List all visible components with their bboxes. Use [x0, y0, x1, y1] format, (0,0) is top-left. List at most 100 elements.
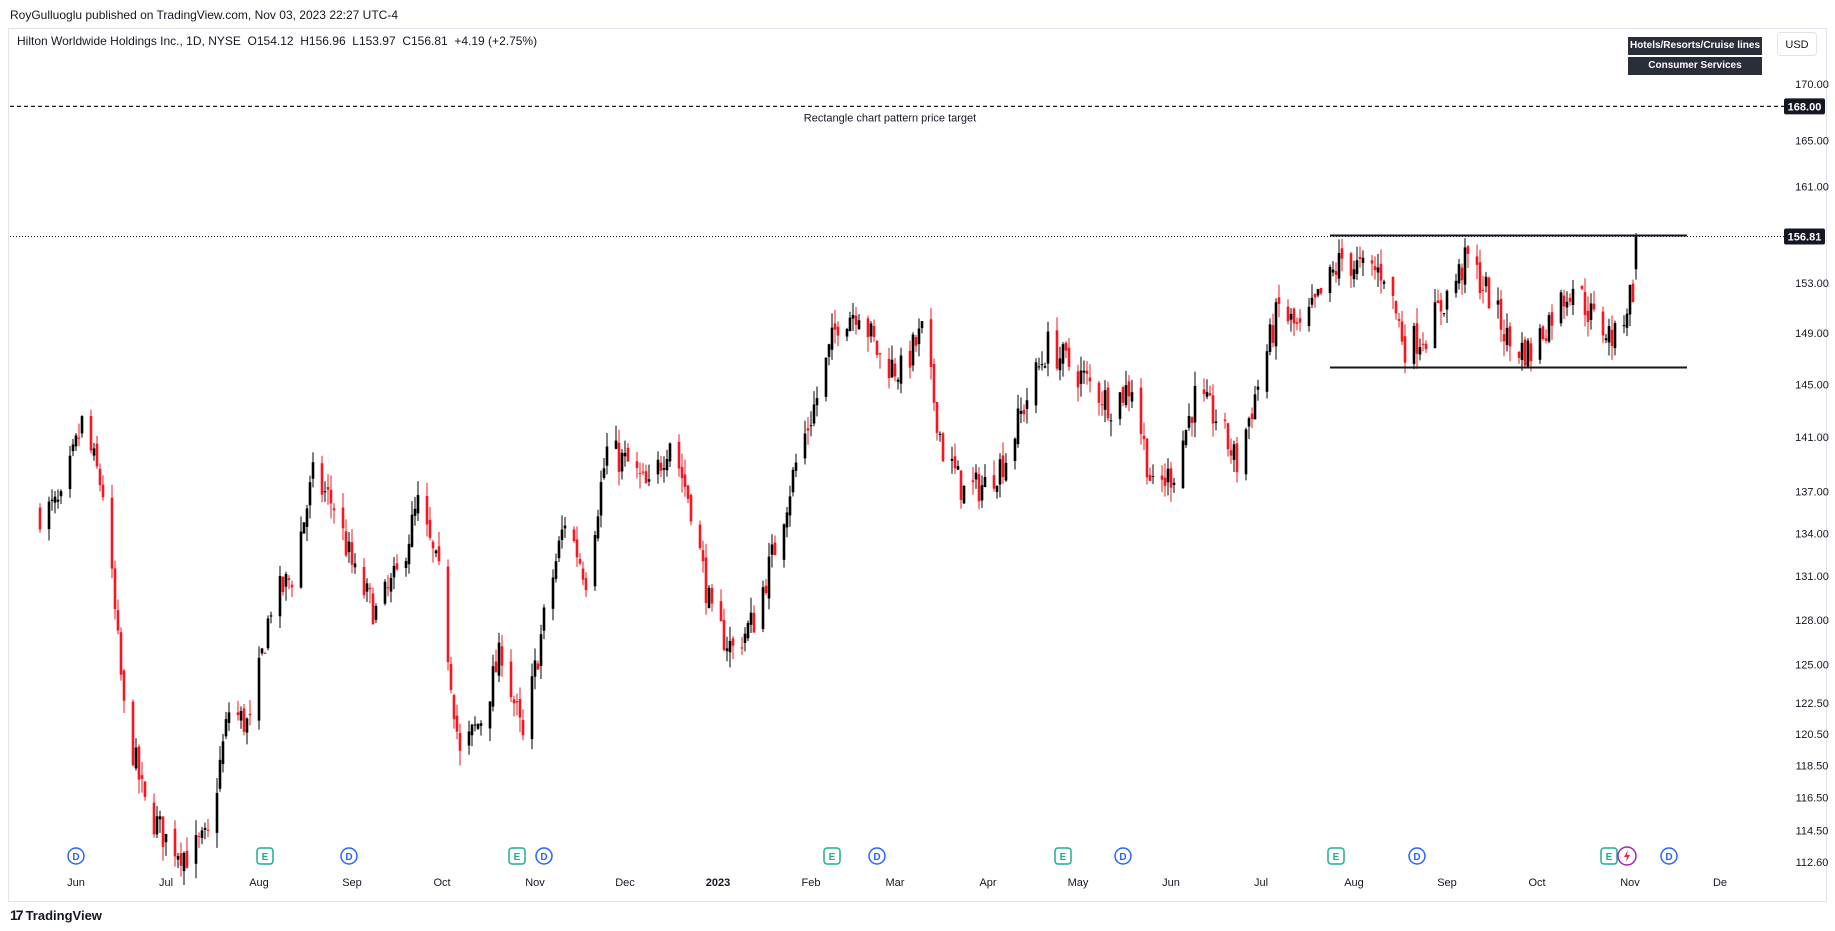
currency-selector[interactable]: USD: [1777, 32, 1817, 56]
candle-body: [1244, 429, 1248, 475]
candle: [470, 723, 474, 747]
candle-body: [1142, 435, 1146, 440]
candle-body: [1484, 276, 1488, 287]
candle: [836, 321, 840, 347]
candle: [239, 706, 243, 729]
candle: [614, 425, 618, 450]
candle: [1268, 318, 1272, 356]
candle: [374, 603, 378, 624]
candle-body: [1571, 288, 1575, 305]
candle-body: [1523, 339, 1527, 366]
candle: [560, 515, 564, 549]
candle-body: [743, 633, 747, 643]
candle: [1232, 440, 1236, 472]
candle-body: [332, 508, 336, 511]
candle: [392, 557, 396, 590]
candle-body: [1370, 260, 1374, 264]
candle: [236, 700, 240, 721]
candle: [770, 534, 774, 568]
dividend-icon-glyph: D: [540, 852, 547, 863]
candle: [1202, 378, 1206, 402]
candle: [935, 401, 939, 441]
candle: [647, 464, 651, 487]
candle-body: [449, 664, 453, 690]
candle: [1160, 465, 1164, 493]
candle-body: [686, 485, 690, 499]
candle: [1571, 279, 1575, 316]
candle: [581, 561, 585, 586]
candle: [794, 453, 798, 477]
candle-body: [917, 328, 921, 345]
sector-badge[interactable]: Consumer Services: [1628, 57, 1762, 75]
candle-body: [404, 561, 408, 569]
candle-body: [137, 746, 141, 780]
candle: [119, 627, 123, 681]
candle-body: [344, 531, 348, 556]
candle: [1151, 464, 1155, 485]
candle-body: [1313, 294, 1317, 298]
candle: [365, 578, 369, 602]
candle-body: [662, 468, 666, 470]
candle: [425, 482, 429, 537]
candle-body: [812, 404, 816, 424]
y-tick-label: 141.00: [1795, 432, 1829, 444]
candle: [1100, 391, 1104, 416]
candle-body: [1526, 340, 1530, 367]
candle: [1145, 438, 1149, 485]
candle: [1109, 413, 1113, 437]
candle: [1391, 276, 1395, 309]
dividend-icon-frame: [340, 847, 358, 865]
tradingview-logo[interactable]: 17 TradingView: [10, 907, 102, 923]
candle-body: [911, 334, 915, 366]
candle-body: [215, 792, 219, 833]
candle: [977, 467, 981, 510]
candle-body: [173, 828, 177, 857]
industry-badge[interactable]: Hotels/Resorts/Cruise lines: [1628, 37, 1762, 55]
candle: [389, 572, 393, 603]
candle-body: [383, 581, 387, 604]
candle-body: [452, 695, 456, 720]
candle: [683, 459, 687, 497]
candle: [1583, 278, 1587, 327]
candle: [428, 506, 432, 541]
candle: [332, 503, 336, 524]
candle-body: [1319, 288, 1323, 294]
candle: [851, 302, 855, 332]
candle: [1622, 315, 1626, 334]
candle-body: [806, 428, 810, 431]
candle-body: [551, 577, 555, 609]
candle-body: [971, 480, 975, 483]
candle: [500, 634, 504, 678]
dividend-icon: D: [1114, 847, 1132, 865]
candle-body: [497, 642, 501, 676]
candle-body: [1205, 392, 1209, 397]
candle: [626, 443, 630, 462]
candle: [1526, 338, 1530, 367]
candle-body: [554, 561, 558, 579]
candle-body: [1130, 392, 1134, 402]
candle-body: [194, 835, 198, 864]
candle-body: [1550, 312, 1554, 326]
candle-body: [803, 433, 807, 459]
candle-body: [326, 486, 330, 490]
candle: [1460, 263, 1464, 295]
candle: [1523, 336, 1527, 369]
candle: [1613, 320, 1617, 356]
candle-body: [179, 853, 183, 866]
candle: [512, 695, 516, 717]
earnings-icon-glyph: E: [829, 852, 836, 863]
candle: [749, 597, 753, 633]
candle: [728, 626, 732, 668]
candle-body: [1040, 363, 1044, 366]
candle: [1358, 246, 1362, 268]
candle: [761, 580, 765, 633]
candle-body: [1295, 322, 1299, 324]
dividend-icon: D: [67, 847, 85, 865]
candle: [1055, 317, 1059, 371]
candle: [1271, 313, 1275, 348]
candle-body: [1397, 319, 1401, 321]
earnings-icon-frame: [1600, 847, 1618, 865]
candle-body: [1286, 306, 1290, 322]
candle: [824, 357, 828, 402]
